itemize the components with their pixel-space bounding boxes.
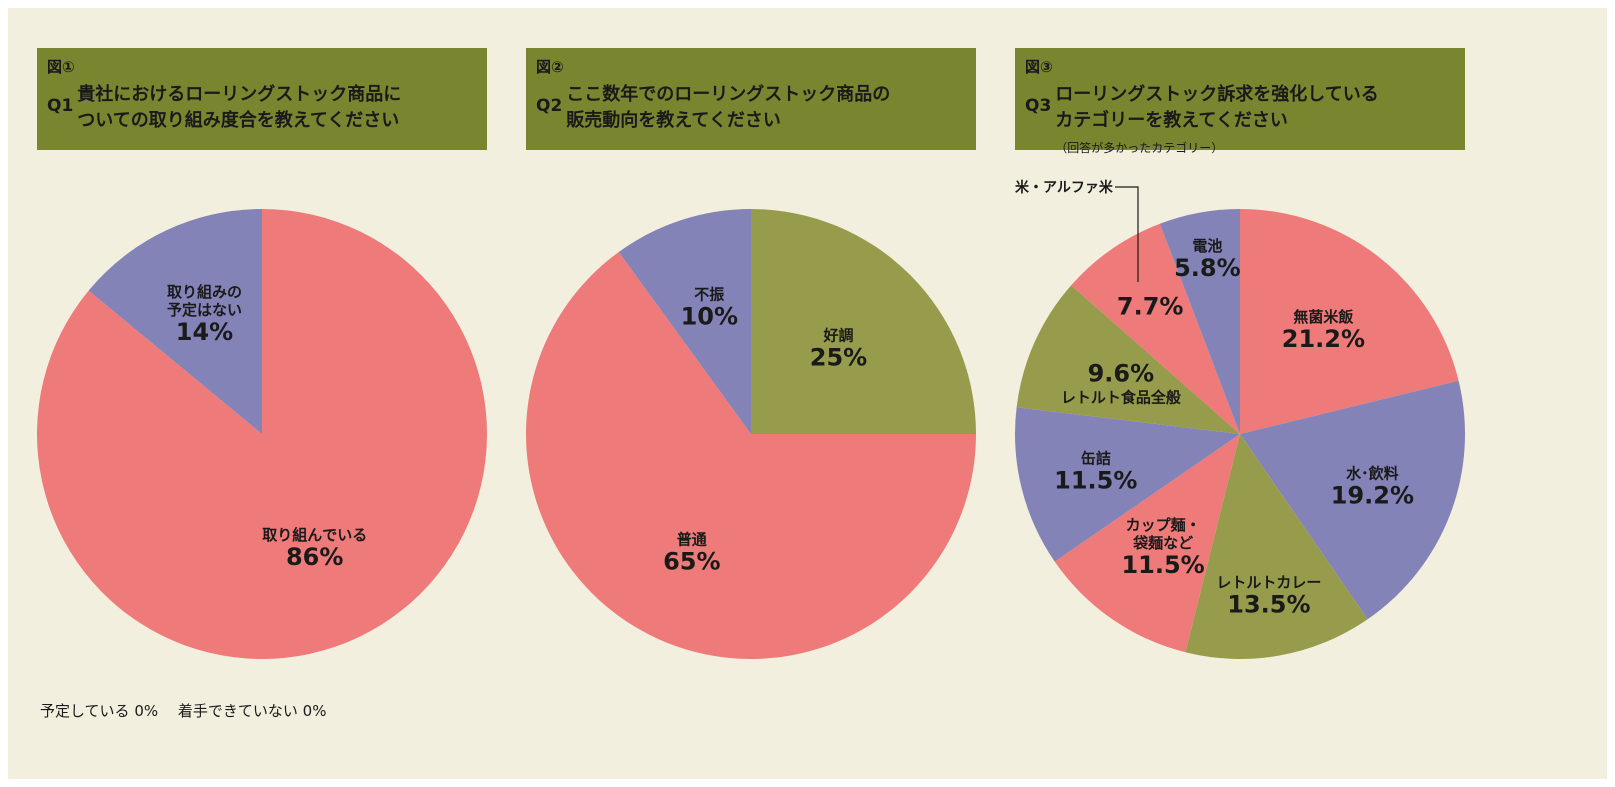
slice-name-q2-1-1: 好調 [822, 327, 853, 345]
pie-slice-q3-6 [1016, 285, 1240, 434]
pie-slice-q2-1 [751, 209, 976, 434]
pie-slice-q2-3 [618, 209, 751, 434]
pie-slice-q2-2 [526, 251, 977, 659]
slice-name-q3-4-2: 袋麺など [1132, 534, 1193, 552]
q3-header: 図③ Q3 ローリングストック訴求を強化している カテゴリーを教えてください （回… [1015, 48, 1465, 155]
slice-value-q3-8: 5.8% [1174, 254, 1241, 282]
slice-value-q3-1: 21.2% [1282, 325, 1365, 353]
pie-slice-q1-1 [36, 209, 487, 659]
q2-figure-label: 図② [536, 58, 564, 76]
q3-title-line1: ローリングストック訴求を強化している [1055, 84, 1379, 105]
slice-name-q1-2-1: 取り組みの [167, 283, 242, 301]
q1-header: 図① Q1 貴社におけるローリングストック商品に ついての取り組み度合を教えてく… [37, 48, 487, 150]
slice-label-q3-7: 7.7% [1117, 293, 1184, 321]
q3-title-line2: カテゴリーを教えてください [1055, 110, 1288, 131]
q2-number: Q2 [536, 96, 563, 116]
slice-label-q3-6: 9.6%レトルト食品全般 [1061, 360, 1181, 407]
slice-name-q2-3-1: 不振 [694, 286, 724, 304]
pie-slice-q3-2 [1240, 380, 1466, 620]
slice-value-q1-1: 86% [286, 543, 343, 571]
q2-title-line2: 販売動向を教えてください [566, 110, 781, 131]
slice-value-q3-2: 19.2% [1331, 482, 1414, 510]
slice-name-q3-2-1: 水･飲料 [1346, 465, 1399, 483]
q1-title-line2: ついての取り組み度合を教えてください [77, 110, 400, 131]
pie-slice-q3-7 [1071, 223, 1240, 434]
q2-header: 図② Q2 ここ数年でのローリングストック商品の 販売動向を教えてください [526, 48, 976, 150]
footnote: 予定している 0% 着手できていない 0% [40, 702, 327, 720]
slice-name-q1-1-1: 取り組んでいる [262, 526, 367, 544]
pie-slice-q3-4 [1054, 434, 1240, 653]
pie-slice-q1-2 [88, 209, 262, 434]
slice-value-q3-6: 9.6% [1088, 360, 1155, 388]
slice-name-q3-5-1: 缶詰 [1081, 450, 1111, 468]
slice-value-q2-1: 25% [810, 344, 867, 372]
slice-value-q2-3: 10% [681, 303, 738, 331]
q3-figure-label: 図③ [1025, 58, 1053, 76]
slice-label-q3-8: 電池5.8% [1174, 237, 1241, 282]
q2-title-line1: ここ数年でのローリングストック商品の [566, 84, 891, 105]
slice-name-q1-2-2: 予定はない [167, 301, 242, 319]
slice-name-q3-4-1: カップ麺・ [1126, 516, 1201, 534]
pie-chart-q3: 無菌米飯21.2%水･飲料19.2%レトルトカレー13.5%カップ麺・袋麺など1… [1014, 179, 1466, 659]
pie-slice-q3-5 [1014, 407, 1240, 562]
slice-name-q3-1-1: 無菌米飯 [1293, 308, 1353, 326]
slice-value-q3-7: 7.7% [1117, 293, 1184, 321]
q3-number: Q3 [1025, 96, 1052, 116]
callout-leader-line [1115, 186, 1139, 282]
slice-value-q3-5: 11.5% [1054, 467, 1137, 495]
slice-name-q2-2-1: 普通 [677, 530, 707, 548]
q1-title-line1: 貴社におけるローリングストック商品に [77, 84, 402, 105]
callout-label: 米・アルファ米 [1015, 179, 1114, 196]
slice-value-q3-3: 13.5% [1227, 590, 1310, 618]
pie-slice-q3-8 [1159, 209, 1240, 434]
slice-value-q1-2: 14% [176, 318, 233, 346]
slice-name-q3-8-1: 電池 [1192, 237, 1222, 255]
q3-title-note: （回答が多かったカテゴリー） [1055, 141, 1224, 155]
pie-slice-q3-1 [1240, 209, 1459, 434]
slice-name-q3-6-1: レトルト食品全般 [1061, 389, 1181, 407]
slice-value-q3-4: 11.5% [1121, 551, 1204, 579]
q1-number: Q1 [47, 96, 74, 116]
slice-name-q3-3-1: レトルトカレー [1216, 573, 1321, 591]
slice-value-q2-2: 65% [663, 547, 720, 575]
q1-figure-label: 図① [47, 58, 75, 76]
pie-slice-q3-3 [1185, 434, 1368, 659]
